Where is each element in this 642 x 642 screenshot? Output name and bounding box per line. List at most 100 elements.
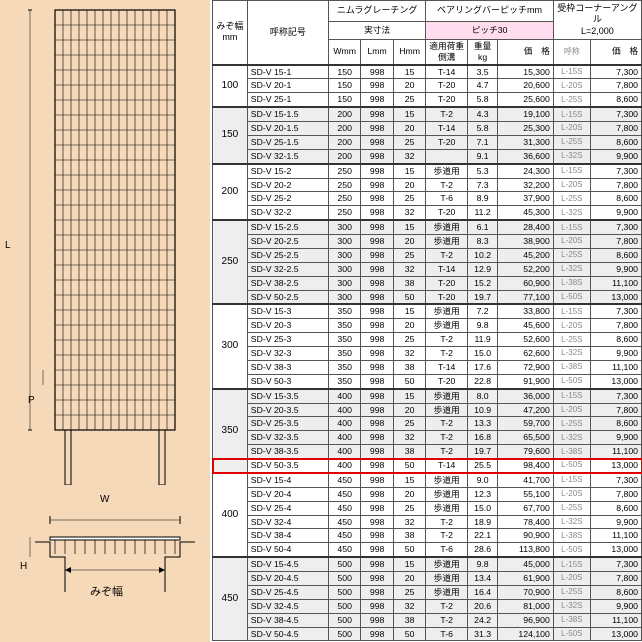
corner-code-cell: L-38S [553,360,590,374]
h-cell: 20 [393,487,425,501]
table-row: SD-V 50-335099850T-2022.891,900L-50S13,0… [213,374,642,388]
corner-code-cell: L-32S [553,431,590,445]
code-cell: SD-V 32-4.5 [247,599,328,613]
table-row: SD-V 20-2.530099820歩道用8.338,900L-20S7,80… [213,235,642,249]
mizo-cell: 150 [213,107,248,164]
corner-price-cell: 11,100 [590,445,641,459]
wt-cell: 16.4 [468,585,498,599]
l-cell: 998 [361,557,393,571]
corner-code-cell: L-20S [553,79,590,93]
corner-code-cell: L-20S [553,403,590,417]
w-cell: 200 [328,149,360,163]
l-cell: 998 [361,319,393,333]
wt-cell: 22.1 [468,529,498,543]
h-cell: 38 [393,613,425,627]
w-cell: 400 [328,389,360,403]
code-cell: SD-V 38-4 [247,529,328,543]
w-cell: 450 [328,487,360,501]
corner-price-cell: 7,300 [590,65,641,79]
corner-price-cell: 9,900 [590,599,641,613]
wt-cell: 9.8 [468,557,498,571]
h-cell: 25 [393,333,425,347]
mizo-cell: 200 [213,164,248,221]
app-cell: 歩道用 [426,403,468,417]
spec-table: みぞ幅mm 呼称記号 ニムラグレーチング ベアリングバーピッチmm 受枠コーナー… [212,0,642,641]
wt-cell: 28.6 [468,543,498,557]
price-cell: 79,600 [498,445,554,459]
corner-code-cell: L-25S [553,417,590,431]
app-cell: T-14 [426,360,468,374]
table-row: SD-V 20-1.520099820T-145.825,300L-20S7,8… [213,122,642,136]
wt-cell: 31.3 [468,627,498,641]
wt-cell: 3.5 [468,65,498,79]
wt-cell: 17.6 [468,360,498,374]
corner-price-cell: 7,300 [590,220,641,234]
table-row: 350SD-V 15-3.540099815歩道用8.036,000L-15S7… [213,389,642,403]
corner-price-cell: 9,900 [590,347,641,361]
corner-code-cell: L-32S [553,262,590,276]
hdr-H: Hmm [393,39,425,64]
corner-price-cell: 7,300 [590,557,641,571]
h-cell: 15 [393,389,425,403]
table-row: SD-V 25-2.530099825T-210.245,200L-25S8,6… [213,248,642,262]
price-cell: 19,100 [498,107,554,121]
wt-cell: 15.0 [468,347,498,361]
corner-code-cell: L-20S [553,572,590,586]
wt-cell: 9.1 [468,149,498,163]
corner-price-cell: 7,300 [590,107,641,121]
price-cell: 113,800 [498,543,554,557]
app-cell: T-14 [426,459,468,473]
table-row: SD-V 25-1.520099825T-207.131,300L-25S8,6… [213,135,642,149]
h-cell: 50 [393,290,425,304]
l-cell: 998 [361,374,393,388]
price-cell: 25,600 [498,93,554,107]
app-cell: T-2 [426,515,468,529]
corner-code-cell: L-25S [553,248,590,262]
l-cell: 998 [361,304,393,318]
corner-price-cell: 13,000 [590,459,641,473]
h-cell: 25 [393,501,425,515]
w-cell: 350 [328,374,360,388]
code-cell: SD-V 25-2.5 [247,248,328,262]
h-cell: 25 [393,135,425,149]
table-row: SD-V 50-445099850T-628.6113,800L-50S13,0… [213,543,642,557]
h-cell: 50 [393,627,425,641]
w-cell: 400 [328,417,360,431]
table-row: SD-V 20-335099820歩道用9.845,600L-20S7,800 [213,319,642,333]
code-cell: SD-V 25-3.5 [247,417,328,431]
table-row: SD-V 32-3.540099832T-216.865,500L-32S9,9… [213,431,642,445]
price-cell: 78,400 [498,515,554,529]
code-cell: SD-V 32-3.5 [247,431,328,445]
wt-cell: 6.1 [468,220,498,234]
price-cell: 28,400 [498,220,554,234]
app-cell: 歩道用 [426,389,468,403]
app-cell: 歩道用 [426,473,468,487]
wt-cell: 4.7 [468,79,498,93]
corner-price-cell: 9,900 [590,149,641,163]
price-cell: 91,900 [498,374,554,388]
corner-code-cell: L-15S [553,164,590,178]
code-cell: SD-V 25-3 [247,333,328,347]
table-row: SD-V 25-335099825T-211.952,600L-25S8,600 [213,333,642,347]
app-cell: 歩道用 [426,585,468,599]
wt-cell: 15.0 [468,501,498,515]
l-cell: 998 [361,431,393,445]
code-cell: SD-V 20-2.5 [247,235,328,249]
w-cell: 150 [328,79,360,93]
app-cell: 歩道用 [426,487,468,501]
app-cell: T-6 [426,192,468,206]
app-cell: T-2 [426,333,468,347]
corner-price-cell: 7,800 [590,319,641,333]
w-cell: 200 [328,122,360,136]
code-cell: SD-V 20-4.5 [247,572,328,586]
w-cell: 450 [328,501,360,515]
wt-cell: 9.8 [468,319,498,333]
table-row: 100SD-V 15-115099815T-143.515,300L-15S7,… [213,65,642,79]
h-cell: 15 [393,304,425,318]
corner-price-cell: 11,100 [590,360,641,374]
l-cell: 998 [361,192,393,206]
w-cell: 350 [328,360,360,374]
spec-table-panel: みぞ幅mm 呼称記号 ニムラグレーチング ベアリングバーピッチmm 受枠コーナー… [210,0,642,642]
code-cell: SD-V 25-4 [247,501,328,515]
corner-price-cell: 7,300 [590,473,641,487]
